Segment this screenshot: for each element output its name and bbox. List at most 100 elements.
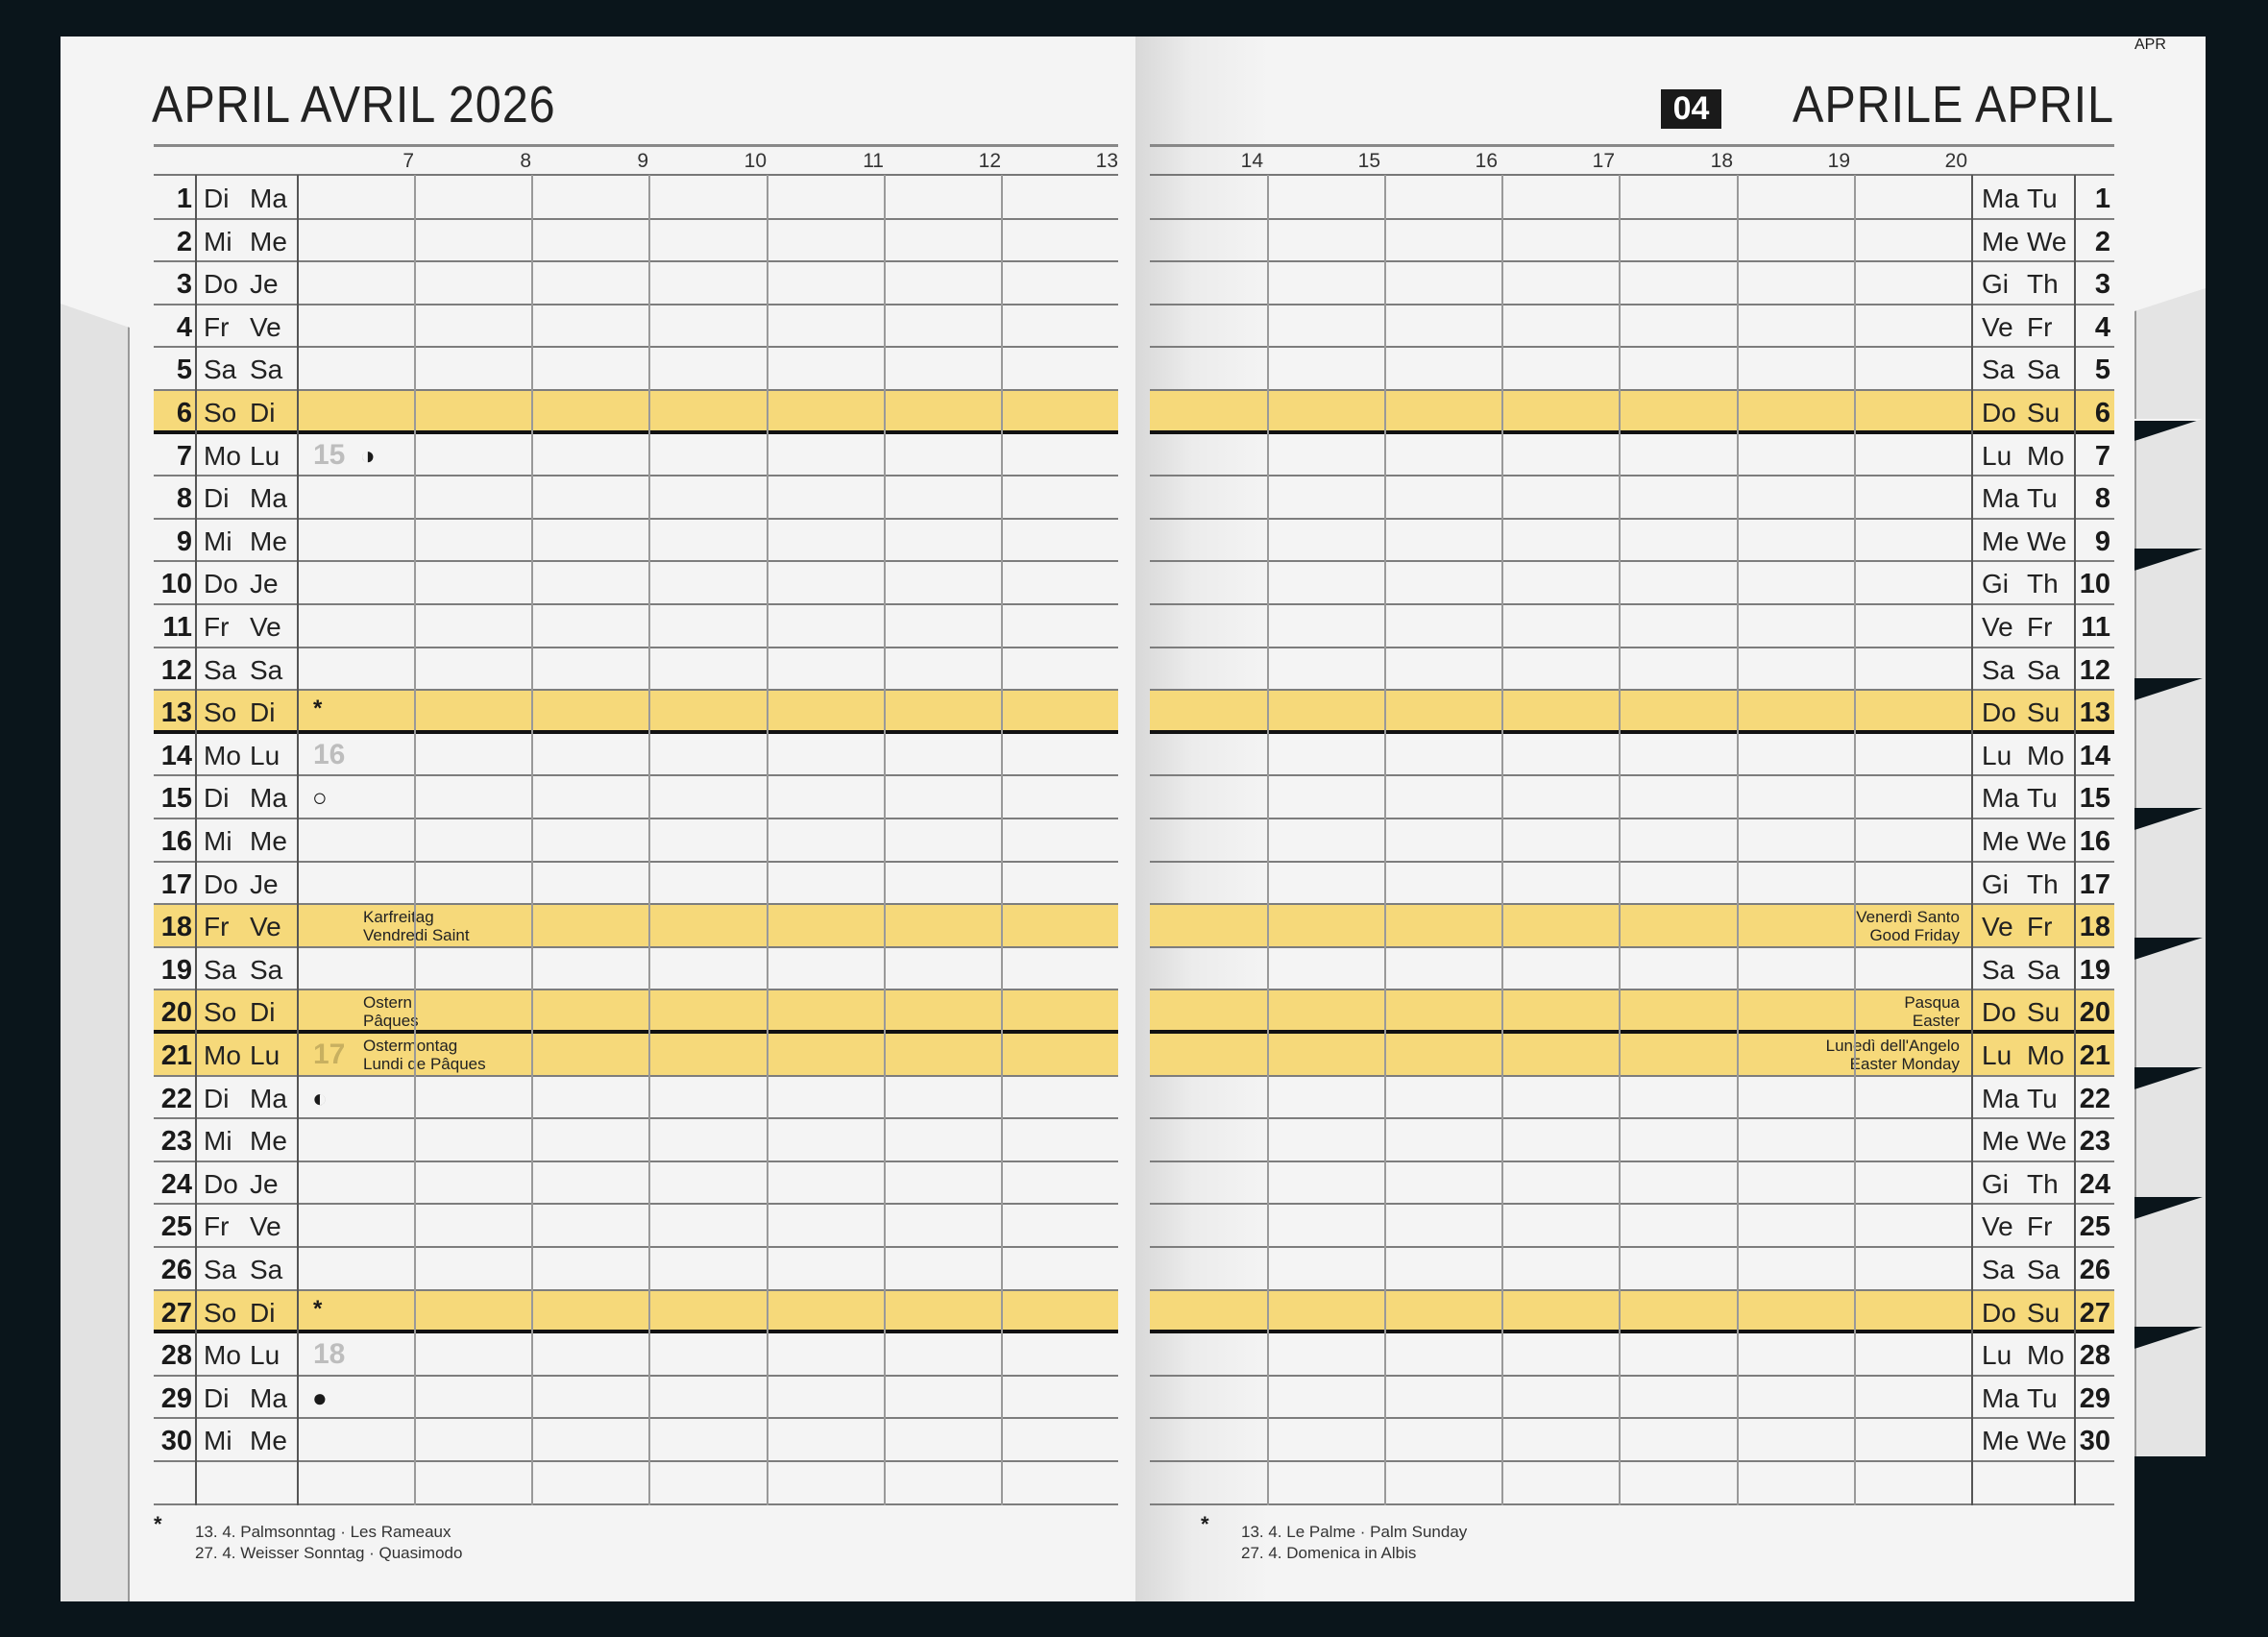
day-row[interactable]: Ma Tu 29: [1150, 1377, 2114, 1420]
day-row[interactable]: Ve Fr 4: [1150, 305, 2114, 349]
day-row[interactable]: Lu Mo 7: [1150, 434, 2114, 477]
day-row[interactable]: 23 Mi Me: [154, 1119, 1118, 1162]
day-row[interactable]: 17 Do Je: [154, 863, 1118, 906]
day-row[interactable]: 18 Fr Ve Karfreitag Vendredi Saint: [154, 905, 1118, 948]
weekday-it: Me: [1982, 826, 2019, 856]
day-row[interactable]: 4 Fr Ve: [154, 305, 1118, 349]
day-row[interactable]: Ma Tu 22: [1150, 1077, 2114, 1120]
day-row[interactable]: 19 Sa Sa: [154, 948, 1118, 991]
day-row[interactable]: [154, 1462, 1118, 1505]
day-number: 30: [160, 1426, 192, 1457]
day-number: 22: [2079, 1083, 2110, 1114]
day-row[interactable]: Gi Th 10: [1150, 562, 2114, 605]
day-row[interactable]: Lu Mo 21 Lunedì dell'Angelo Easter Monday: [1150, 1034, 2114, 1077]
weekday-en: Fr: [2027, 1211, 2053, 1242]
weekday-en: Su: [2027, 398, 2061, 428]
weekday-de: So: [204, 398, 237, 428]
day-row[interactable]: Ve Fr 18 Venerdì Santo Good Friday: [1150, 905, 2114, 948]
day-row[interactable]: 25 Fr Ve: [154, 1205, 1118, 1248]
day-row[interactable]: 28 Mo Lu 18: [154, 1333, 1118, 1377]
day-row[interactable]: 16 Mi Me: [154, 819, 1118, 863]
day-row[interactable]: 12 Sa Sa: [154, 648, 1118, 692]
month-tab-oct[interactable]: OCT: [2134, 937, 2206, 1067]
day-row[interactable]: Do Su 27: [1150, 1290, 2114, 1334]
tab-label: APR: [2134, 37, 2166, 53]
month-tab-sep[interactable]: SEP: [2134, 807, 2206, 938]
day-row[interactable]: 10 Do Je: [154, 562, 1118, 605]
day-row[interactable]: Me We 23: [1150, 1119, 2114, 1162]
hour-label: 11: [863, 150, 884, 172]
weekday-de: Mo: [204, 740, 241, 770]
day-number: 10: [160, 569, 192, 600]
month-tab-dec[interactable]: DEC: [2134, 1196, 2206, 1327]
weekday-de: Do: [204, 868, 238, 899]
day-row[interactable]: 29 Di Ma ●: [154, 1377, 1118, 1420]
weekday-it: Lu: [1982, 1040, 2012, 1070]
weekday-en: Su: [2027, 697, 2061, 728]
weekday-de: Fr: [204, 311, 230, 342]
day-row[interactable]: 15 Di Ma ○: [154, 776, 1118, 819]
day-row[interactable]: Gi Th 3: [1150, 262, 2114, 305]
day-row[interactable]: 8 Di Ma: [154, 476, 1118, 520]
day-number: 14: [160, 740, 192, 771]
day-row[interactable]: Lu Mo 14: [1150, 734, 2114, 777]
day-row[interactable]: [1150, 1462, 2114, 1505]
first-quarter-moon-icon: ◑: [360, 440, 376, 470]
day-row[interactable]: Me We 2: [1150, 220, 2114, 263]
day-number: 15: [2079, 783, 2110, 815]
day-row[interactable]: Lu Mo 28: [1150, 1333, 2114, 1377]
day-row[interactable]: 27 So Di *: [154, 1290, 1118, 1334]
day-row[interactable]: 13 So Di *: [154, 691, 1118, 734]
day-row[interactable]: Do Su 20 Pasqua Easter: [1150, 990, 2114, 1034]
hour-gridline: [1854, 175, 1856, 1505]
day-row[interactable]: 6 So Di: [154, 391, 1118, 434]
day-row[interactable]: Me We 9: [1150, 520, 2114, 563]
day-row[interactable]: 9 Mi Me: [154, 520, 1118, 563]
day-row[interactable]: Sa Sa 12: [1150, 648, 2114, 692]
day-row[interactable]: Do Su 6: [1150, 391, 2114, 434]
day-row[interactable]: 14 Mo Lu 16: [154, 734, 1118, 777]
day-row[interactable]: Ma Tu 1: [1150, 177, 2114, 220]
hour-label: 13: [1095, 150, 1118, 172]
day-row[interactable]: 7 Mo Lu 15 ◑: [154, 434, 1118, 477]
day-row[interactable]: 20 So Di Ostern Pâques: [154, 990, 1118, 1034]
weekday-en: We: [2027, 1426, 2067, 1456]
month-tab-2027[interactable]: 2027: [2134, 1326, 2206, 1456]
day-row[interactable]: 2 Mi Me: [154, 220, 1118, 263]
day-number: 6: [176, 398, 192, 428]
holiday-line: Ostermontag: [363, 1037, 458, 1055]
weekday-fr: Je: [250, 1168, 279, 1199]
day-row[interactable]: 5 Sa Sa: [154, 348, 1118, 391]
day-row[interactable]: Gi Th 24: [1150, 1162, 2114, 1206]
day-row[interactable]: 30 Mi Me: [154, 1419, 1118, 1462]
day-row[interactable]: 11 Fr Ve: [154, 605, 1118, 648]
month-tab-nov[interactable]: NOV: [2134, 1066, 2206, 1197]
day-row[interactable]: Gi Th 17: [1150, 863, 2114, 906]
day-row[interactable]: Sa Sa 19: [1150, 948, 2114, 991]
day-row[interactable]: 24 Do Je: [154, 1162, 1118, 1206]
day-row[interactable]: 22 Di Ma ◐: [154, 1077, 1118, 1120]
day-row[interactable]: 1 Di Ma: [154, 177, 1118, 220]
day-row[interactable]: 26 Sa Sa: [154, 1248, 1118, 1291]
weekday-de: Fr: [204, 612, 230, 642]
day-number: 19: [2079, 954, 2110, 986]
month-tab-may[interactable]: MAY: [2134, 288, 2206, 419]
new-moon-icon: ●: [312, 1382, 328, 1412]
day-row[interactable]: Me We 16: [1150, 819, 2114, 863]
day-row[interactable]: Ma Tu 15: [1150, 776, 2114, 819]
day-row[interactable]: Do Su 13: [1150, 691, 2114, 734]
day-row[interactable]: Ve Fr 11: [1150, 605, 2114, 648]
month-tab-jun[interactable]: JUN: [2134, 418, 2206, 549]
month-tab-aug[interactable]: AUG: [2134, 677, 2206, 808]
month-tab-jul[interactable]: JUL: [2134, 548, 2206, 678]
hour-gridline: [1619, 175, 1621, 1505]
day-row[interactable]: Ve Fr 25: [1150, 1205, 2114, 1248]
day-row[interactable]: Sa Sa 26: [1150, 1248, 2114, 1291]
day-number: 6: [2094, 398, 2110, 428]
day-row[interactable]: 21 Mo Lu 17 Ostermontag Lundi de Pâques: [154, 1034, 1118, 1077]
day-row[interactable]: 3 Do Je: [154, 262, 1118, 305]
day-row[interactable]: Me We 30: [1150, 1419, 2114, 1462]
day-number: 13: [160, 697, 192, 729]
day-row[interactable]: Ma Tu 8: [1150, 476, 2114, 520]
day-row[interactable]: Sa Sa 5: [1150, 348, 2114, 391]
